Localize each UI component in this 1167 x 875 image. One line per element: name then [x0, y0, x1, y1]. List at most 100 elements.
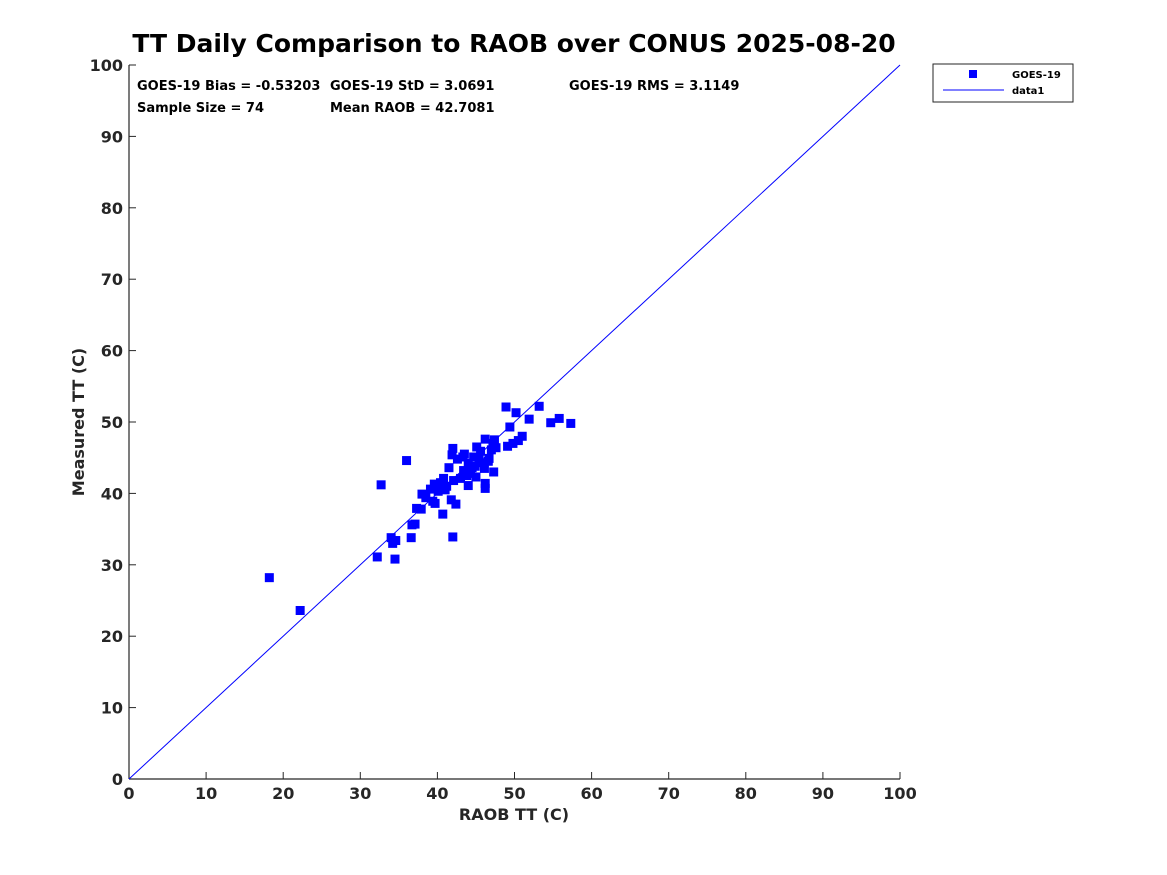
data-point	[433, 486, 443, 496]
axis-ticks: 0 10 20 30 40 50 60 70 80 90 100 0 10 20 30 40 50 60 70 80 9…	[90, 56, 917, 803]
data-point	[505, 422, 515, 432]
data-point	[442, 481, 452, 491]
data-point	[491, 443, 501, 453]
data-point	[479, 463, 489, 473]
stat-bias: GOES-19 Bias = -0.53203	[137, 79, 320, 94]
y-tick-label: 100	[90, 56, 123, 75]
data-point	[438, 509, 448, 519]
y-tick-label: 60	[101, 342, 123, 361]
reference-line-data1	[128, 64, 901, 780]
data-point	[477, 458, 487, 468]
data-point	[456, 473, 466, 483]
data-point	[444, 463, 454, 473]
stat-std: GOES-19 StD = 3.0691	[330, 79, 494, 94]
x-tick-label: 90	[812, 784, 834, 803]
stat-mean-raob: Mean RAOB = 42.7081	[330, 101, 495, 116]
x-tick-label: 70	[658, 784, 680, 803]
y-tick-label: 90	[101, 127, 123, 146]
data-point	[295, 605, 305, 615]
scatter-points	[264, 401, 576, 615]
x-tick-label: 100	[883, 784, 916, 803]
data-point	[476, 446, 486, 456]
data-point	[372, 552, 382, 562]
legend: GOES-19 data1	[932, 63, 1074, 103]
data-point	[391, 536, 401, 546]
y-tick-label: 20	[101, 627, 123, 646]
y-tick-label: 10	[101, 699, 123, 718]
data-point	[501, 402, 511, 412]
data-point	[480, 478, 490, 488]
x-tick-label: 20	[272, 784, 294, 803]
y-tick-label: 0	[112, 770, 123, 789]
data-point	[534, 401, 544, 411]
data-point	[416, 504, 426, 514]
stat-sample-size: Sample Size = 74	[137, 101, 264, 116]
data-point	[517, 431, 527, 441]
data-point	[425, 484, 435, 494]
data-point	[429, 479, 439, 489]
y-tick-label: 40	[101, 484, 123, 503]
data-point	[264, 573, 274, 583]
data-point	[406, 533, 416, 543]
data-point	[489, 435, 499, 445]
y-tick-label: 80	[101, 199, 123, 218]
data-point	[402, 456, 412, 466]
data-point	[489, 467, 499, 477]
data-point	[508, 438, 518, 448]
data-point	[486, 445, 496, 455]
stat-rms: GOES-19 RMS = 3.1149	[569, 79, 739, 94]
legend-label-data1: data1	[1012, 86, 1044, 97]
data-point	[449, 476, 459, 486]
data-point	[459, 449, 469, 459]
x-axis-label: RAOB TT (C)	[459, 805, 569, 824]
legend-box	[932, 63, 1074, 103]
data-point	[439, 473, 449, 483]
data-point	[554, 413, 564, 423]
data-point	[480, 483, 490, 493]
data-point	[448, 532, 458, 542]
data-point	[452, 454, 462, 464]
stats-annotations: GOES-19 Bias = -0.53203 GOES-19 StD = 3.…	[137, 79, 739, 116]
data-point	[480, 434, 490, 444]
data-point	[421, 493, 431, 503]
data-point	[410, 519, 420, 529]
plot-area: 0 10 20 30 40 50 60 70 80 90 100 0 10 20 30 40 50 60 70 80 9…	[90, 56, 917, 803]
legend-marker-square	[969, 70, 977, 78]
data-point	[484, 453, 494, 463]
data-point	[386, 533, 396, 543]
data-point	[447, 450, 457, 460]
data-point	[470, 461, 480, 471]
data-point	[446, 495, 456, 505]
x-tick-label: 0	[123, 784, 134, 803]
data-point	[430, 498, 440, 508]
x-tick-label: 80	[735, 784, 757, 803]
data-point	[546, 418, 556, 428]
x-tick-label: 40	[426, 784, 448, 803]
x-tick-label: 30	[349, 784, 371, 803]
data-point	[503, 441, 513, 451]
x-tick-label: 60	[580, 784, 602, 803]
data-point	[469, 452, 479, 462]
x-tick-label: 50	[503, 784, 525, 803]
data-point	[448, 443, 458, 453]
data-point	[566, 418, 576, 428]
y-tick-label: 70	[101, 270, 123, 289]
y-tick-label: 30	[101, 556, 123, 575]
data-point	[412, 503, 422, 513]
data-point	[524, 414, 534, 424]
data-point	[376, 480, 386, 490]
data-point	[511, 408, 521, 418]
x-tick-label: 10	[195, 784, 217, 803]
y-tick-label: 50	[101, 413, 123, 432]
data-point	[390, 554, 400, 564]
reference-line-group	[128, 64, 901, 780]
data-point	[459, 466, 469, 476]
legend-label-goes19: GOES-19	[1012, 70, 1061, 81]
data-point	[451, 499, 461, 509]
data-point	[466, 468, 476, 478]
chart-title: TT Daily Comparison to RAOB over CONUS 2…	[132, 29, 895, 58]
data-point	[463, 481, 473, 491]
y-axis-label: Measured TT (C)	[69, 348, 88, 496]
data-point	[471, 472, 481, 482]
